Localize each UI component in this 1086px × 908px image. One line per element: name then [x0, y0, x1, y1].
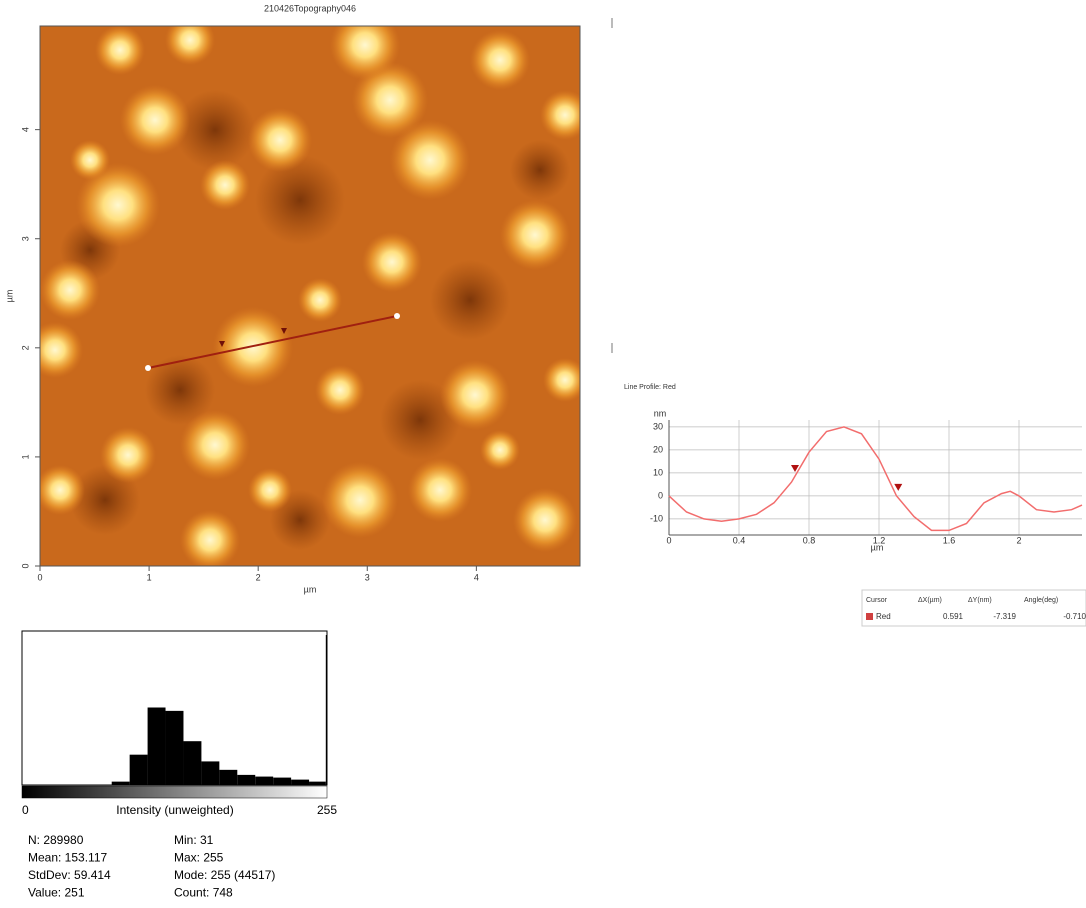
histogram-bar: [309, 781, 326, 785]
afm-image: [40, 26, 580, 566]
y-tick-label: 2: [20, 345, 30, 350]
y-tick-label: -10: [650, 513, 663, 523]
legend-swatch: [866, 613, 873, 620]
x-tick-label: 0.8: [803, 535, 816, 545]
histogram-bar: [237, 774, 256, 785]
image-frame: [39, 25, 581, 567]
histogram-bar: [147, 707, 166, 785]
table-cell: -7.319: [993, 612, 1016, 621]
cursor-marker: [894, 483, 903, 491]
histogram-bar: [273, 777, 292, 785]
stat: N: 289980: [28, 833, 84, 847]
x-tick-label: 2: [256, 572, 261, 582]
stat: Mode: 255 (44517): [174, 868, 275, 882]
y-tick-label: 10: [653, 467, 663, 477]
y-tick-label: 4: [20, 127, 30, 132]
x-tick-label: 4: [474, 572, 479, 582]
x-tick-label: 0: [666, 535, 671, 545]
x-tick-label: 0.4: [733, 535, 746, 545]
x-axis-label: Intensity (unweighted): [116, 803, 233, 817]
x-tick-label: 1: [147, 572, 152, 582]
histogram-bar: [255, 776, 274, 785]
table-header: ΔX(µm): [918, 597, 942, 604]
x-tick-label: 0: [22, 803, 29, 817]
stat: Value: 251: [28, 886, 85, 900]
histogram-bar: [183, 741, 202, 785]
x-tick-label: 2: [1016, 535, 1021, 545]
y-tick-label: 0: [20, 563, 30, 568]
stat: Max: 255: [174, 851, 224, 865]
table-cell: Red: [876, 612, 891, 621]
x-tick-label: 1.2: [873, 535, 886, 545]
intensity-ramp: [21, 785, 328, 799]
image-title: 210426Topography046: [264, 3, 356, 13]
profile-title: Line Profile: Red: [624, 384, 676, 391]
table-header: Angle(deg): [1024, 597, 1058, 604]
y-tick-label: 3: [20, 236, 30, 241]
cursor-table: [861, 589, 1086, 627]
y-tick-label: 1: [20, 454, 30, 459]
stat: Mean: 153.117: [28, 851, 107, 865]
histogram-bar: [325, 635, 327, 785]
x-tick-label: 0: [37, 572, 42, 582]
histogram-bar: [291, 779, 310, 785]
y-axis-label: nm: [654, 408, 667, 418]
y-axis-label: µm: [4, 290, 14, 303]
cursor-marker: [791, 464, 799, 472]
profile-line: [668, 426, 1083, 532]
x-tick-label: 1.6: [943, 535, 956, 545]
histogram-bar: [129, 754, 148, 785]
table-cell: 0.591: [943, 612, 964, 621]
histogram-bar: [219, 769, 238, 785]
y-tick-label: 30: [653, 421, 663, 431]
table-cell: -0.710: [1063, 612, 1086, 621]
table-header: ΔY(nm): [968, 597, 992, 604]
table-header: Cursor: [866, 597, 888, 604]
x-axis-label: µm: [304, 584, 317, 594]
x-tick-label: 255: [317, 803, 337, 817]
histogram-bar: [165, 710, 184, 785]
x-axis-label: µm: [871, 542, 884, 552]
histogram-bar: [111, 781, 130, 785]
y-tick-label: 0: [658, 490, 663, 500]
x-tick-label: 3: [365, 572, 370, 582]
stat: StdDev: 59.414: [28, 868, 111, 882]
stat: Count: 748: [174, 886, 233, 900]
histogram-bar: [201, 761, 220, 785]
y-tick-label: 20: [653, 444, 663, 454]
stat: Min: 31: [174, 833, 214, 847]
